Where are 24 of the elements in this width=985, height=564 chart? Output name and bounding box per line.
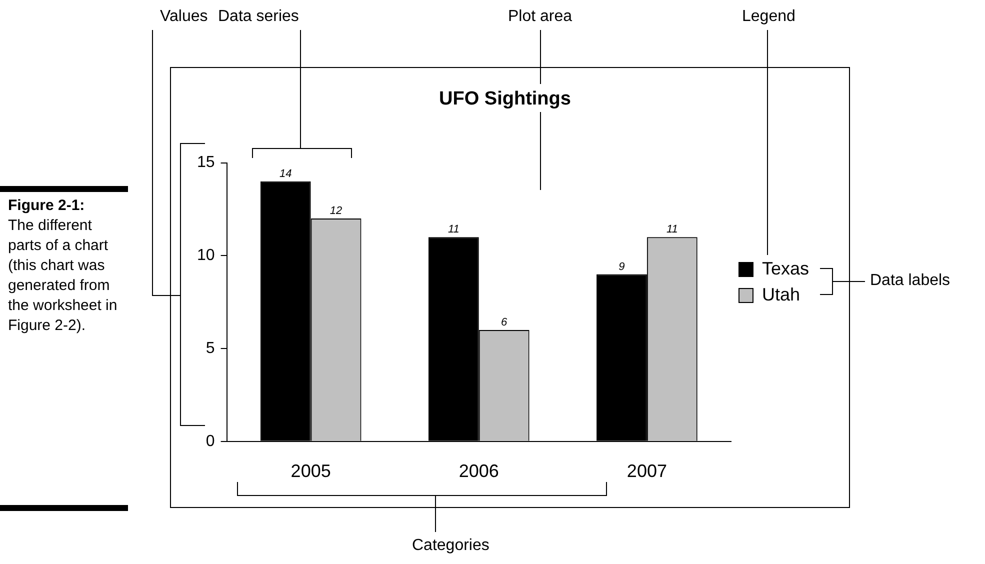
legend-label: Utah (762, 284, 800, 304)
text: Legend (742, 8, 796, 26)
x-tick-label: 2005 (290, 461, 331, 482)
text: Categories (412, 537, 490, 555)
data-label: 12 (330, 205, 342, 218)
y-tick-label: 10 (197, 247, 215, 264)
text: Data series (218, 8, 299, 26)
y-tick-label: 0 (206, 432, 215, 450)
data-label: 9 (618, 260, 625, 273)
caption: Figure 2-1: (8, 197, 85, 214)
text: Plot area (508, 8, 572, 26)
legend-label: Texas (762, 258, 810, 278)
y-tick-label: 15 (197, 154, 215, 172)
data-label: 11 (448, 224, 460, 236)
data-label: 11 (666, 224, 678, 236)
x-tick-label: 2007 (626, 461, 667, 482)
y-tick-label: 5 (206, 340, 215, 357)
text: The different parts of a chart (this chart was generated from the worksheet in Figure 2-2). (8, 217, 118, 334)
chart-title: UFO Sightings (439, 88, 571, 110)
data-label: 14 (279, 168, 292, 180)
text: Values (160, 8, 208, 26)
text: Data labels (870, 272, 950, 290)
x-tick-label: 2006 (458, 461, 499, 482)
data-label: 6 (501, 316, 508, 329)
